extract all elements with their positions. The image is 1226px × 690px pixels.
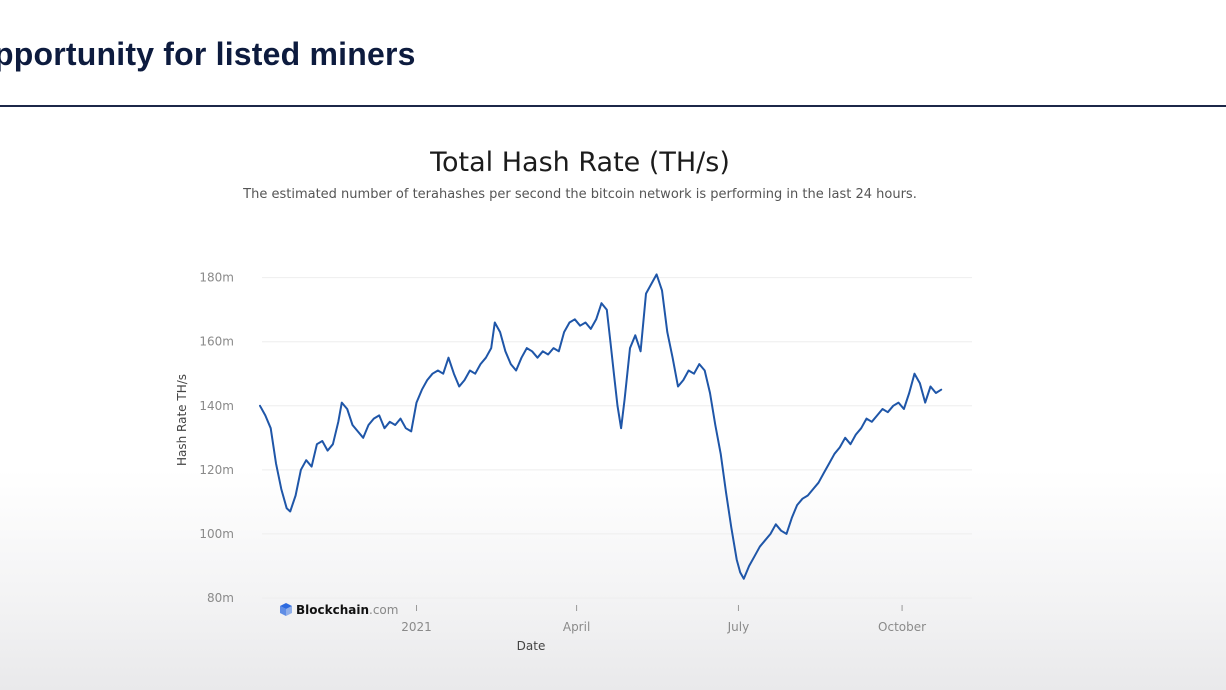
chart-title: Total Hash Rate (TH/s) bbox=[429, 147, 730, 178]
hash-rate-line bbox=[259, 273, 943, 580]
svg-text:Blockchain.com: Blockchain.com bbox=[296, 603, 398, 617]
y-axis: 80m 100m 120m 140m 160m 180m bbox=[199, 271, 234, 605]
y-tick-label: 80m bbox=[207, 591, 234, 605]
y-tick-label: 100m bbox=[199, 527, 234, 541]
y-tick-label: 160m bbox=[199, 335, 234, 349]
y-axis-title: Hash Rate TH/s bbox=[175, 374, 189, 466]
title-divider bbox=[0, 105, 1226, 107]
x-tick-label: October bbox=[878, 620, 926, 634]
y-tick-label: 180m bbox=[199, 271, 234, 285]
x-tick-label: 2021 bbox=[401, 620, 432, 634]
x-axis-title: Date bbox=[517, 639, 546, 653]
slide-title: pportunity for listed miners bbox=[0, 36, 416, 72]
chart-subtitle: The estimated number of terahashes per s… bbox=[242, 187, 917, 202]
grid-layer bbox=[262, 277, 972, 599]
x-tick-label: July bbox=[727, 620, 750, 634]
x-axis: 2021 April July October bbox=[401, 605, 926, 634]
x-tick-label: April bbox=[563, 620, 590, 634]
y-tick-label: 140m bbox=[199, 399, 234, 413]
y-tick-label: 120m bbox=[199, 463, 234, 477]
blockchain-logo: Blockchain.com bbox=[280, 603, 398, 617]
brand-name: Blockchain bbox=[296, 603, 369, 617]
brand-suffix: .com bbox=[369, 603, 398, 617]
blockchain-cube-icon bbox=[280, 603, 292, 616]
